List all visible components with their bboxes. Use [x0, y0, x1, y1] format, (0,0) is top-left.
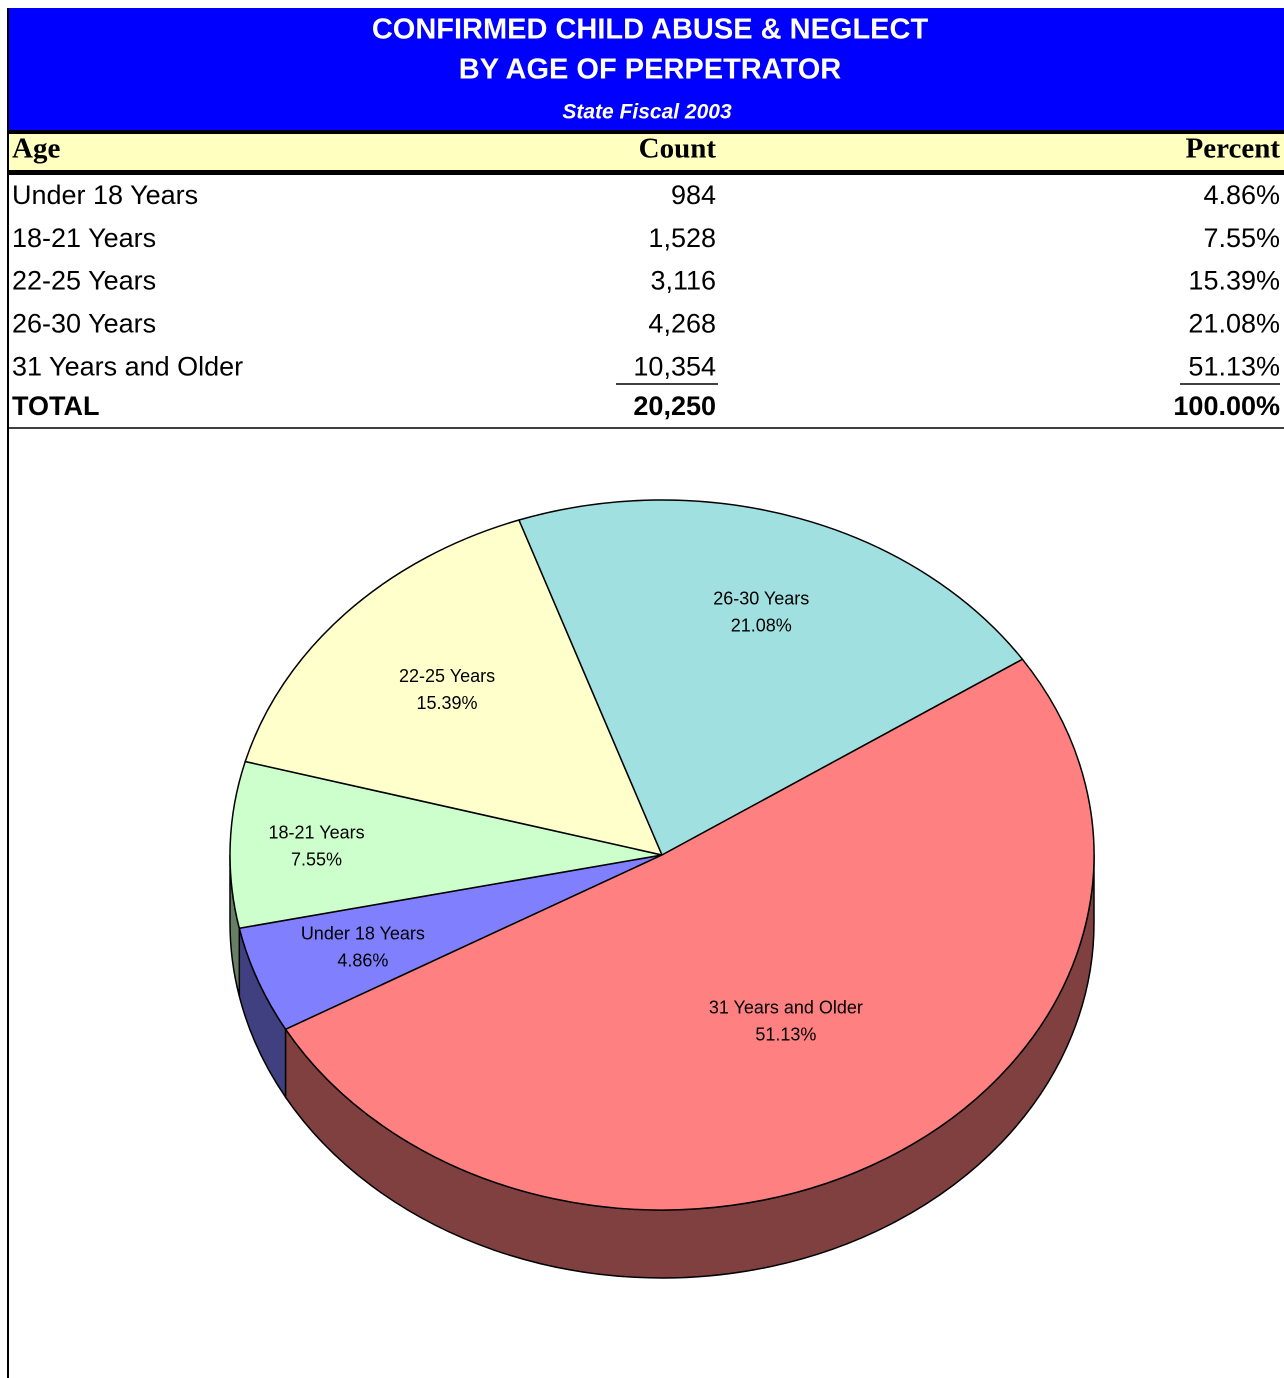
- slice-label: Under 18 Years: [301, 923, 425, 943]
- pie-slice: [284, 658, 1095, 1211]
- pie-slice: [229, 760, 663, 930]
- column-header: Age: [12, 133, 60, 165]
- slice-value: 51.13%: [755, 1024, 816, 1044]
- column-header: Count: [639, 133, 717, 165]
- subtitle: State Fiscal 2003: [562, 101, 732, 124]
- slice-label: 26-30 Years: [713, 589, 809, 609]
- table-cell: 984: [671, 180, 716, 210]
- title-line: BY AGE OF PERPETRATOR: [459, 54, 841, 86]
- slice-value: 7.55%: [291, 849, 342, 869]
- total-cell: 20,250: [633, 391, 716, 421]
- table-cell: 4,268: [648, 309, 716, 339]
- slice-value: 4.86%: [337, 950, 388, 970]
- pie-slice: [517, 499, 1024, 857]
- total-cell: TOTAL: [12, 391, 100, 421]
- title-line: CONFIRMED CHILD ABUSE & NEGLECT: [372, 14, 929, 46]
- table-cell: 1,528: [648, 223, 716, 253]
- column-header: Percent: [1186, 133, 1281, 165]
- table-cell: 51.13%: [1188, 351, 1280, 381]
- table-cell: 31 Years and Older: [12, 351, 243, 381]
- rule: [8, 130, 1284, 134]
- pie-slice: [244, 519, 664, 857]
- slice-value: 15.39%: [417, 693, 478, 713]
- table-cell: 15.39%: [1188, 266, 1280, 296]
- table-cell: 3,116: [650, 266, 716, 296]
- table-cell: 18-21 Years: [12, 223, 156, 253]
- rule: [8, 170, 1284, 175]
- table-cell: 26-30 Years: [12, 309, 156, 339]
- table-cell: 4.86%: [1203, 180, 1280, 210]
- slice-label: 18-21 Years: [269, 822, 365, 842]
- table-cell: Under 18 Years: [12, 180, 198, 210]
- column-header-band: [8, 134, 1284, 170]
- total-cell: 100.00%: [1173, 391, 1280, 421]
- table-cell: 22-25 Years: [12, 266, 156, 296]
- slice-value: 21.08%: [731, 616, 792, 636]
- table-cell: 21.08%: [1188, 309, 1280, 339]
- header-band: [8, 8, 1284, 130]
- slice-label: 31 Years and Older: [709, 997, 863, 1017]
- table-cell: 10,354: [633, 351, 716, 381]
- table-cell: 7.55%: [1203, 223, 1280, 253]
- slice-label: 22-25 Years: [399, 666, 495, 686]
